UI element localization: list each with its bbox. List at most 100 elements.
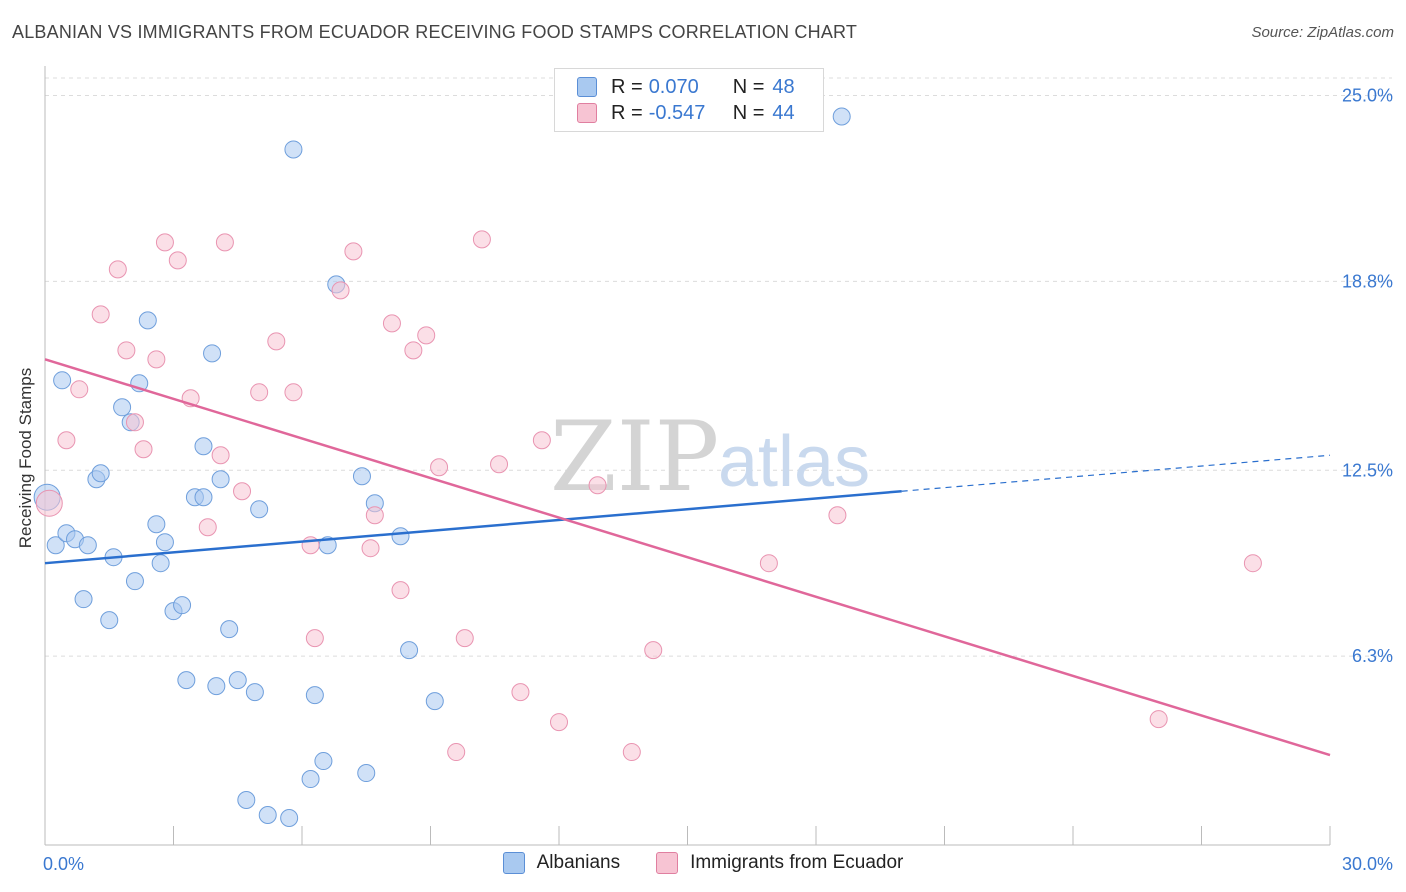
albanian-point [245,683,264,702]
x-tick-label-0: 0.0% [43,854,84,874]
ecuador-point [430,458,449,477]
legend-row-ecuador: R = -0.547 N = 44 [577,100,795,126]
ecuador-point [622,743,641,762]
grid-layer [45,77,1392,657]
ecuador-point [455,629,474,648]
ecuador-point [284,383,303,402]
albanian-point [138,311,157,330]
y-tick-label-1: 12.5% [1342,460,1393,480]
albanian-point [258,806,277,825]
trend-lines-layer [44,358,1331,757]
ecuador-point [404,341,423,360]
ecuador-trend-line [44,358,1331,757]
tick-labels-layer: 6.3% 12.5% 18.8% 25.0% 0.0% 30.0% [43,86,1393,875]
albanian-point [173,596,192,615]
albanian-point [211,470,230,489]
legend-r-value: 0.070 [648,75,699,98]
ecuador-point [532,431,551,450]
albanian-point [74,590,93,609]
ecuador-point [168,251,187,270]
albanian-point [53,371,72,390]
ecuador-point [361,539,380,558]
ecuador-point [211,446,230,465]
x-tick-label-1: 30.0% [1342,854,1393,874]
ecuador-swatch [577,103,597,123]
ecuador-point [828,506,847,525]
watermark-atlas: atlas [718,422,870,502]
albanian-point [352,467,371,486]
albanian-point [280,809,299,828]
y-axis-label: Receiving Food Stamps [16,367,35,549]
ecuador-point [447,743,466,762]
albanian-point [125,572,144,591]
watermark: ZIP atlas [550,401,870,513]
ecuador-point [417,326,436,345]
ecuador-legend-label: Immigrants from Ecuador [690,852,904,873]
ecuador-point [365,506,384,525]
albanian-point [391,527,410,546]
ecuador-point [644,641,663,660]
albanian-point [100,611,119,630]
ecuador-point [155,233,174,252]
ecuador-point [91,305,110,324]
legend-n-label: N = [732,75,765,98]
albanian-point [46,536,65,555]
legend-item-albanians[interactable]: Albanians [502,852,620,874]
legend-n-value: 48 [772,75,795,98]
ecuador-point [382,314,401,333]
albanian-point [250,500,269,519]
ecuador-point [1149,710,1168,729]
albanians-legend-swatch [502,852,525,874]
legend-item-ecuador[interactable]: Immigrants from Ecuador [656,852,903,874]
albanian-point [177,671,196,690]
ecuador-point [391,581,410,600]
ecuador-point [147,350,166,369]
albanian-point [194,437,213,456]
ecuador-point [215,233,234,252]
albanian-point [228,671,247,690]
albanian-point [147,515,166,534]
ecuador-point [550,713,568,732]
legend-r-label: R = [611,101,643,124]
ecuador-point [472,230,491,249]
ecuador-point [250,383,269,402]
albanian-point [207,677,226,696]
legend-row-albanians: R = 0.070 N = 48 [577,74,795,100]
albanian-point [203,344,222,363]
ecuador-point [490,455,509,474]
albanian-point [194,488,213,507]
ecuador-point [117,341,136,360]
y-tick-label-0: 6.3% [1352,646,1393,666]
axis-layer [44,66,1331,846]
watermark-zip: ZIP [550,401,719,513]
albanians-swatch [577,77,597,97]
ecuador-point [134,440,153,459]
albanian-point [357,764,376,783]
points-layer [33,107,1262,828]
chart-title: ALBANIAN VS IMMIGRANTS FROM ECUADOR RECE… [12,22,858,42]
albanian-point [113,398,132,417]
ecuador-point [70,380,89,399]
albanian-point [832,107,851,126]
y-tick-label-2: 18.8% [1342,271,1393,291]
albanian-point [425,692,444,711]
ecuador-legend-swatch [656,852,679,874]
albanian-point [237,791,256,810]
ecuador-point [35,489,63,517]
albanian-point [314,752,333,771]
ecuador-point [331,281,350,300]
ecuador-point [233,482,252,501]
correlation-legend: R = 0.070 N = 48 R = -0.547 N = 44 [554,68,824,132]
legend-r-value: -0.547 [648,101,706,124]
legend-r-label: R = [611,75,643,98]
albanian-point [151,554,170,573]
ecuador-point [125,413,144,432]
ecuador-point [1243,554,1262,573]
albanian-point [301,770,320,789]
albanian-point [91,464,110,483]
ecuador-point [759,554,778,573]
legend-n-label: N = [732,101,765,124]
ecuador-point [511,683,530,702]
legend-n-value: 44 [772,101,795,124]
